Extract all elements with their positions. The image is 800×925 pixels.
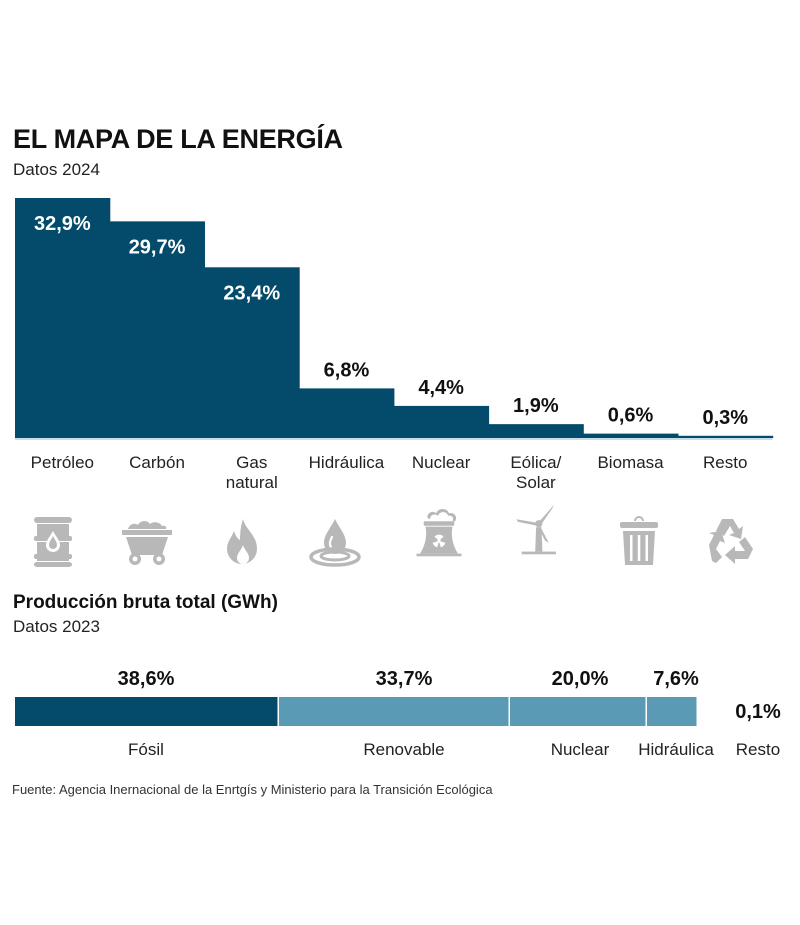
segment-category-label: Resto bbox=[736, 740, 780, 759]
bar-3 bbox=[204, 267, 300, 438]
bar-value-label: 32,9% bbox=[34, 213, 91, 235]
bar-value-label: 4,4% bbox=[418, 377, 464, 399]
category-label: Hidráulica bbox=[309, 453, 385, 472]
bar-value-label: 29,7% bbox=[129, 236, 186, 258]
segment-value-label: 38,6% bbox=[118, 668, 175, 690]
bar-4 bbox=[299, 388, 395, 438]
segment-category-label: Fósil bbox=[128, 740, 164, 759]
source-note: Fuente: Agencia Inernacional de la Enrtg… bbox=[12, 782, 493, 797]
production-title: Producción bruta total (GWh) bbox=[13, 592, 278, 613]
segment-value-label: 33,7% bbox=[376, 668, 433, 690]
wind-turbine-icon bbox=[510, 503, 564, 557]
bar-value-label: 0,6% bbox=[608, 405, 654, 427]
category-label: Eólica/ bbox=[510, 453, 561, 472]
segment-value-label: 7,6% bbox=[653, 668, 699, 690]
category-label: Petróleo bbox=[31, 453, 94, 472]
bar-6 bbox=[488, 424, 584, 438]
nuclear-plant-icon bbox=[412, 505, 466, 559]
bar-value-label: 1,9% bbox=[513, 395, 559, 417]
recycle-icon bbox=[703, 513, 757, 567]
category-label: Biomasa bbox=[597, 453, 664, 472]
bar-value-label: 23,4% bbox=[223, 282, 280, 304]
segment-category-label: Renovable bbox=[363, 740, 444, 759]
bar-1 bbox=[15, 198, 111, 438]
trash-bin-icon bbox=[612, 513, 666, 567]
segment-renovable bbox=[279, 697, 509, 726]
oil-barrel-icon bbox=[26, 515, 80, 569]
bar-7 bbox=[583, 433, 679, 438]
segment-category-label: Nuclear bbox=[551, 740, 610, 759]
coal-cart-icon bbox=[120, 515, 174, 569]
chart-baseline bbox=[15, 438, 773, 440]
category-label: Resto bbox=[703, 453, 747, 472]
bar-8 bbox=[677, 435, 774, 438]
category-label: natural bbox=[226, 473, 278, 492]
category-label: Carbón bbox=[129, 453, 185, 472]
bar-5 bbox=[393, 405, 490, 438]
flame-icon bbox=[215, 515, 269, 569]
chart-subtitle: Datos 2024 bbox=[13, 160, 100, 179]
category-label: Nuclear bbox=[412, 453, 471, 472]
production-subtitle: Datos 2023 bbox=[13, 617, 100, 636]
water-drop-icon bbox=[308, 515, 362, 569]
segment-value-label: 20,0% bbox=[552, 668, 609, 690]
chart-title: EL MAPA DE LA ENERGÍA bbox=[13, 124, 343, 154]
bar-value-label: 6,8% bbox=[324, 359, 370, 381]
segment-hidráulica bbox=[647, 697, 697, 726]
segment-value-label: 0,1% bbox=[735, 701, 781, 723]
bar-2 bbox=[109, 221, 205, 438]
category-label: Gas bbox=[236, 453, 267, 472]
bar-value-label: 0,3% bbox=[702, 407, 748, 429]
segment-nuclear bbox=[510, 697, 646, 726]
segment-category-label: Hidráulica bbox=[638, 740, 714, 759]
category-label: Solar bbox=[516, 473, 556, 492]
segment-fósil bbox=[15, 697, 278, 726]
